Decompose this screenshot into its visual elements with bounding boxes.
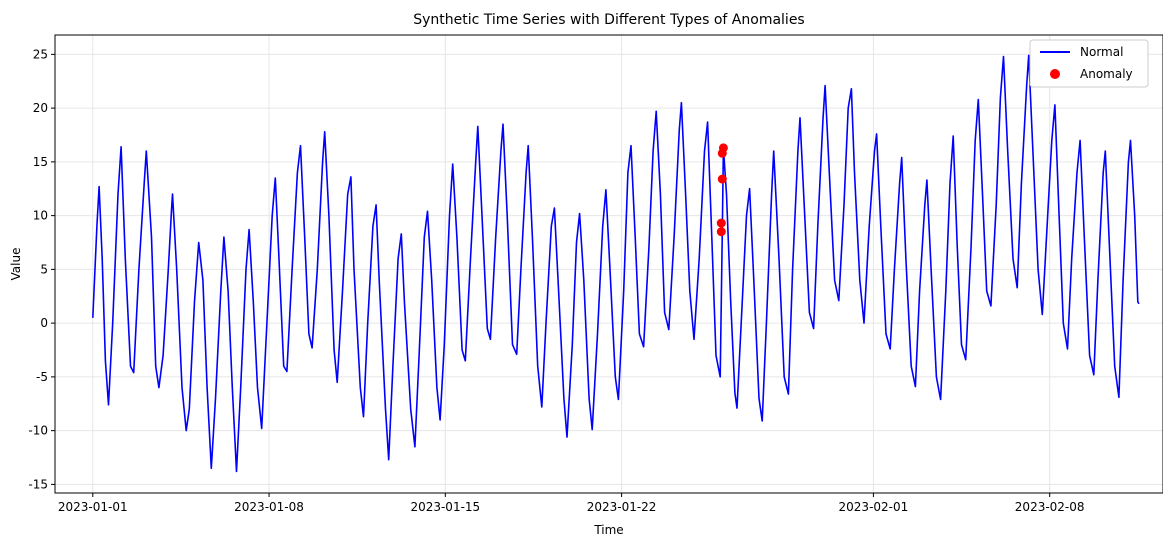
anomaly-point [718,143,728,153]
y-tick-label: -5 [36,370,48,384]
y-tick-label: 5 [40,262,48,276]
y-tick-label: 0 [40,316,48,330]
y-tick-label: 15 [33,155,48,169]
grid [55,35,1163,493]
y-tick-label: -15 [28,477,48,491]
x-tick-label: 2023-01-01 [58,500,128,514]
anomaly-point [716,227,726,237]
y-tick-label: 20 [33,101,48,115]
x-tick-label: 2023-02-01 [839,500,909,514]
x-axis-label: Time [593,523,623,537]
plot-frame [54,34,1163,494]
x-tick-label: 2023-01-22 [587,500,657,514]
x-tick-label: 2023-01-15 [410,500,480,514]
x-tick-label: 2023-02-08 [1015,500,1085,514]
y-axis: -15 -10 -5 0 5 10 15 20 25 [28,47,55,491]
anomaly-points [716,143,728,237]
y-tick-label: -10 [28,424,48,438]
anomaly-point [716,218,726,228]
plot-area [92,54,1140,473]
legend-label-anomaly: Anomaly [1080,67,1133,81]
chart-title: Synthetic Time Series with Different Typ… [413,12,804,28]
legend-dot-icon [1050,69,1060,79]
y-tick-label: 10 [33,209,48,223]
y-tick-label: 25 [33,47,48,61]
x-axis: 2023-01-01 2023-01-08 2023-01-15 2023-01-22… [58,493,1085,514]
series-line-normal [92,54,1140,473]
legend: Normal Anomaly [1029,39,1149,88]
x-tick-label: 2023-01-08 [234,500,304,514]
anomaly-point [717,174,727,184]
y-axis-label: Value [9,248,23,281]
legend-label-normal: Normal [1080,45,1123,59]
